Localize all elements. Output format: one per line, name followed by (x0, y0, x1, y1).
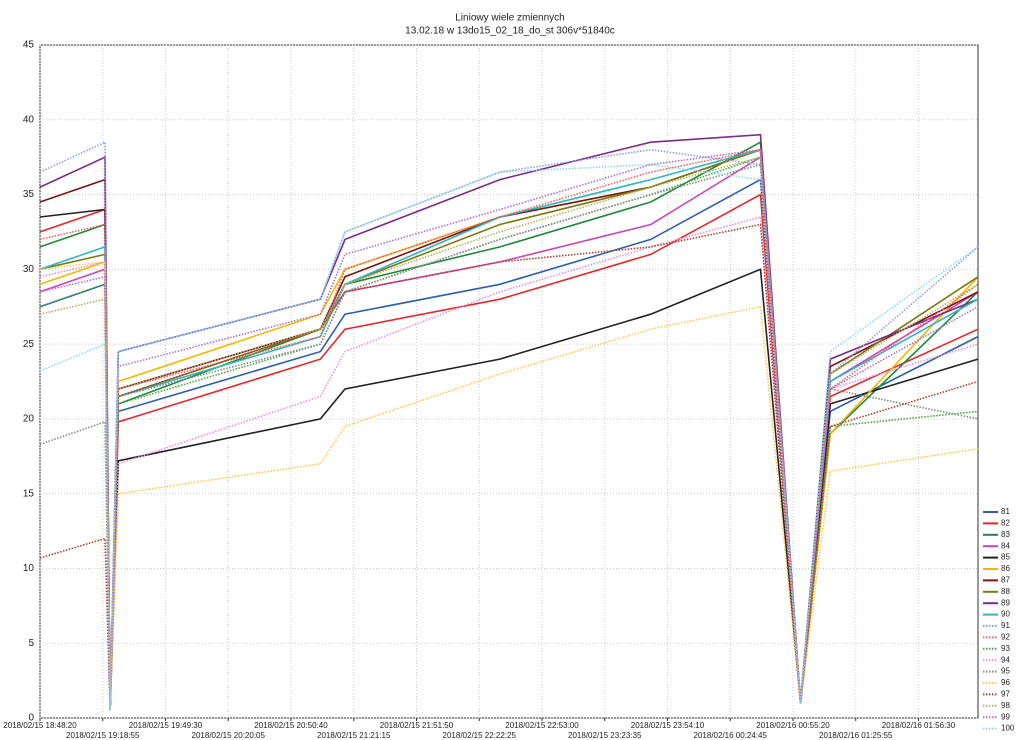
series-line (39, 148, 979, 711)
series-line (39, 148, 979, 711)
y-tick-label: 5 (28, 638, 34, 649)
chart-subtitle: 13.02.18 w 13do15_02_18_do_st 306v*51840… (405, 26, 615, 37)
x-tick-label: 2018/02/15 23:54:10 (631, 721, 705, 730)
legend-label: 90 (1001, 610, 1010, 619)
legend-label: 84 (1001, 541, 1010, 550)
series-line (39, 208, 979, 711)
legend-label: 95 (1001, 667, 1010, 676)
legend-label: 82 (1001, 519, 1010, 528)
legend-label: 88 (1001, 587, 1010, 596)
series-line (39, 215, 979, 711)
series-line (39, 148, 979, 711)
x-tick-label: 2018/02/15 22:22:25 (443, 731, 517, 740)
legend-label: 89 (1001, 598, 1010, 607)
x-tick-label: 2018/02/15 21:51:50 (380, 721, 454, 730)
x-tick-label: 2018/02/15 20:20:05 (192, 731, 266, 740)
x-tick-label: 2018/02/15 21:21:15 (317, 731, 391, 740)
legend-label: 91 (1001, 621, 1010, 630)
legend-label: 93 (1001, 644, 1010, 653)
series-line (39, 148, 979, 711)
series-line (39, 148, 979, 711)
series-line (39, 163, 979, 711)
x-tick-label: 2018/02/15 18:48:20 (3, 721, 77, 730)
y-tick-label: 30 (23, 264, 35, 275)
legend-label: 99 (1001, 712, 1010, 721)
series-line (39, 133, 979, 711)
y-tick-label: 25 (23, 339, 35, 350)
y-tick-label: 15 (23, 488, 35, 499)
x-tick-label: 2018/02/15 20:50:40 (254, 721, 328, 730)
series-line (39, 163, 979, 711)
legend-label: 98 (1001, 701, 1010, 710)
legend-label: 85 (1001, 553, 1010, 562)
legend-label: 100 (1001, 724, 1015, 733)
x-tick-label: 2018/02/15 19:49:30 (129, 721, 203, 730)
x-tick-label: 2018/02/16 01:56:30 (882, 721, 956, 730)
legend-label: 83 (1001, 530, 1010, 539)
x-tick-label: 2018/02/15 19:18:55 (66, 731, 140, 740)
series-line (39, 156, 979, 711)
chart-title: Liniowy wiele zmiennych (455, 13, 565, 24)
y-tick-label: 20 (23, 414, 35, 425)
legend-label: 87 (1001, 576, 1010, 585)
y-tick-label: 40 (23, 114, 35, 125)
series-line (39, 155, 979, 711)
legend-label: 81 (1001, 507, 1010, 516)
legend-label: 94 (1001, 655, 1010, 664)
legend-label: 92 (1001, 633, 1010, 642)
x-tick-label: 2018/02/16 00:55:20 (756, 721, 830, 730)
x-tick-label: 2018/02/16 01:25:55 (819, 731, 893, 740)
series-line (39, 148, 979, 711)
series-line (39, 193, 979, 711)
series-line (39, 223, 979, 711)
x-tick-label: 2018/02/15 23:23:35 (568, 731, 642, 740)
x-tick-label: 2018/02/16 00:24:45 (694, 731, 768, 740)
y-tick-label: 0 (28, 713, 34, 724)
y-tick-label: 35 (23, 189, 35, 200)
y-tick-label: 10 (23, 563, 35, 574)
legend-label: 86 (1001, 564, 1010, 573)
legend-label: 97 (1001, 690, 1010, 699)
x-tick-label: 2018/02/15 22:53:00 (505, 721, 579, 730)
legend-label: 96 (1001, 678, 1010, 687)
y-tick-label: 45 (23, 40, 35, 51)
series-line (39, 156, 979, 711)
